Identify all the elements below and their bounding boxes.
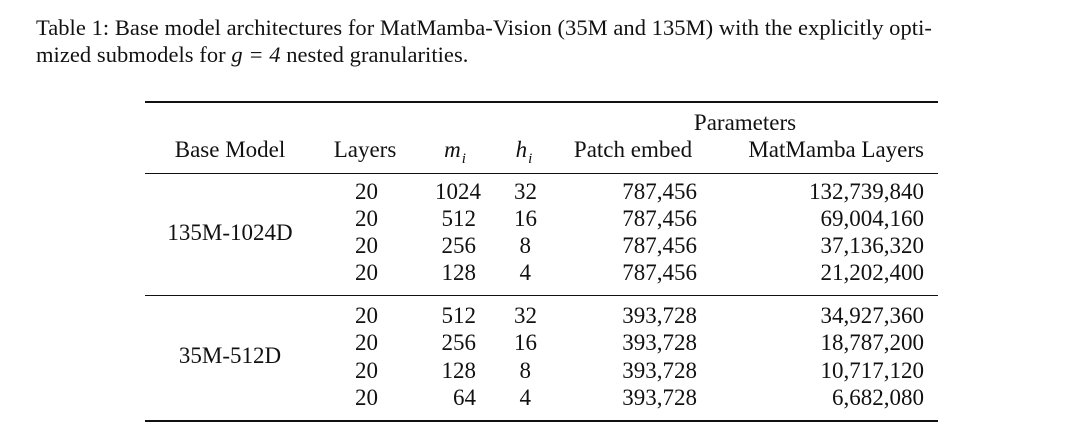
cell-matmamba-layers: 6,682,080 <box>832 385 924 410</box>
caption-line-2-suffix: nested granularities. <box>280 42 469 67</box>
cell-m: 256 <box>441 233 477 258</box>
cell-patch-embed: 393,728 <box>622 303 697 328</box>
header-h-sub: i <box>528 151 533 167</box>
cell-matmamba-layers: 69,004,160 <box>820 206 925 231</box>
caption-line-2-prefix: mized submodels for <box>36 42 232 67</box>
table-caption: Table 1: Base model architectures for Ma… <box>36 14 1051 68</box>
architecture-table: Parameters Base Model Layers mi hi Patch… <box>145 101 938 422</box>
cell-layers: 20 <box>355 179 378 204</box>
group-rule <box>145 295 938 296</box>
caption-line-2: mized submodels for g = 4 nested granula… <box>36 41 1051 68</box>
cell-m: 256 <box>441 330 477 355</box>
cell-h: 8 <box>519 358 532 383</box>
bottom-rule <box>145 420 938 422</box>
cell-matmamba-layers: 18,787,200 <box>820 330 925 355</box>
header-patch-embed: Patch embed <box>573 137 693 162</box>
cell-layers: 20 <box>355 233 378 258</box>
cell-layers: 20 <box>355 330 378 355</box>
header-h-var: h <box>515 137 528 162</box>
cell-patch-embed: 787,456 <box>622 179 697 204</box>
cell-h: 4 <box>519 385 532 410</box>
cell-h: 8 <box>519 233 532 258</box>
cell-m: 512 <box>441 303 477 328</box>
cell-patch-embed: 787,456 <box>622 206 697 231</box>
cell-h: 32 <box>514 179 537 204</box>
cell-layers: 20 <box>355 358 378 383</box>
cell-h: 4 <box>519 260 532 285</box>
caption-math-g: g = 4 <box>231 42 281 67</box>
cell-layers: 20 <box>355 206 378 231</box>
header-matmamba-layers: MatMamba Layers <box>748 137 924 162</box>
cell-patch-embed: 393,728 <box>622 385 697 410</box>
cell-matmamba-layers: 21,202,400 <box>820 260 925 285</box>
header-rule <box>145 173 938 174</box>
cell-m: 64 <box>453 385 476 410</box>
header-m-sub: i <box>461 151 466 167</box>
header-parameters: Parameters <box>693 110 797 135</box>
cell-h: 16 <box>514 330 537 355</box>
header-base-model: Base Model <box>174 137 286 162</box>
cell-patch-embed: 393,728 <box>622 358 697 383</box>
cell-patch-embed: 787,456 <box>622 260 697 285</box>
header-m-var: m <box>444 137 461 162</box>
cell-m: 128 <box>441 358 477 383</box>
group-name: 135M-1024D <box>167 220 293 245</box>
cell-m: 1024 <box>435 179 481 204</box>
header-layers: Layers <box>333 137 397 162</box>
cell-matmamba-layers: 132,739,840 <box>809 179 924 204</box>
top-rule <box>145 101 938 103</box>
header-m-i: mi <box>444 136 466 167</box>
header-h-i: hi <box>515 136 533 167</box>
cell-layers: 20 <box>355 385 378 410</box>
group-name: 35M-512D <box>178 343 282 368</box>
cell-matmamba-layers: 37,136,320 <box>820 233 925 258</box>
cell-matmamba-layers: 10,717,120 <box>820 358 925 383</box>
cell-h: 16 <box>514 206 537 231</box>
cell-m: 128 <box>441 260 477 285</box>
cell-m: 512 <box>441 206 477 231</box>
cell-patch-embed: 787,456 <box>622 233 697 258</box>
caption-line-1: Table 1: Base model architectures for Ma… <box>36 15 932 40</box>
cell-patch-embed: 393,728 <box>622 330 697 355</box>
cell-layers: 20 <box>355 260 378 285</box>
cell-matmamba-layers: 34,927,360 <box>820 303 925 328</box>
cell-h: 32 <box>514 303 537 328</box>
cell-layers: 20 <box>355 303 378 328</box>
